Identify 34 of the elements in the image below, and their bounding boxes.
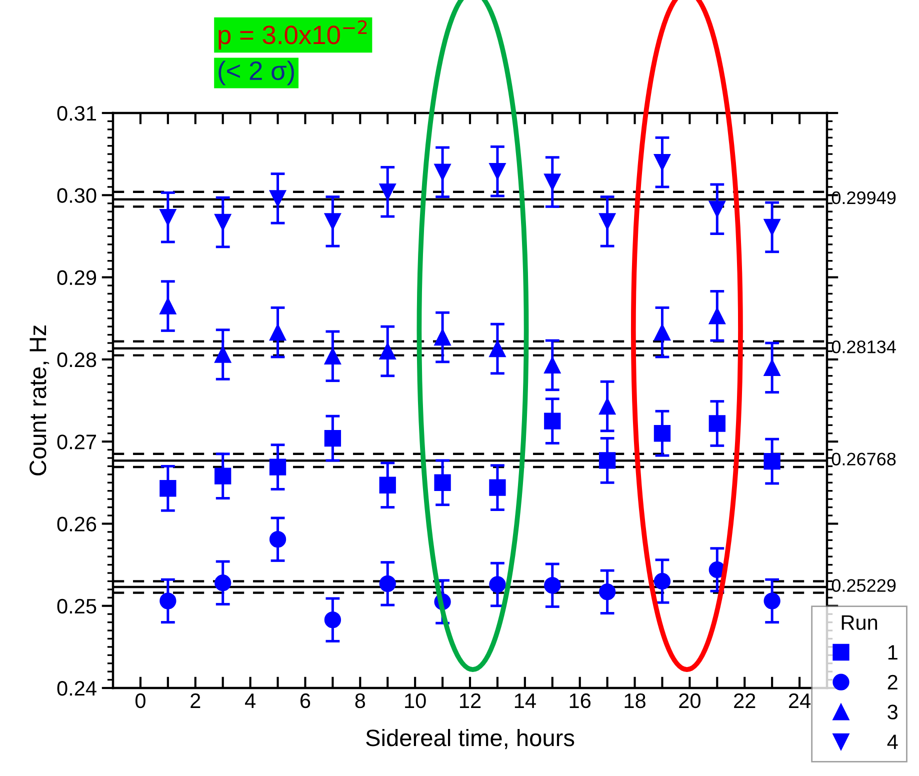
y-axis-title: Count rate, Hz [30, 326, 50, 476]
y-tick-label: 0.29 [57, 270, 96, 286]
y-tick-label: 0.24 [57, 681, 96, 696]
x-tick-label: 12 [460, 693, 481, 708]
x-tick-label: 4 [244, 694, 256, 708]
legend-label: 2 [888, 674, 898, 690]
x-tick-label: 2 [190, 693, 200, 708]
y-tick-label: 0.30 [57, 188, 96, 203]
legend-label: 4 [887, 734, 898, 750]
x-axis-title: Sidereal time, hours [366, 728, 574, 750]
x-tick-label: 8 [355, 693, 366, 708]
x-tick-label: 16 [570, 693, 591, 708]
x-tick-label: 24 [789, 693, 811, 708]
ref-line-label: 0.25229 [832, 579, 896, 592]
ref-line-label: 0.28134 [832, 340, 896, 354]
y-tick-label: 0.25 [57, 598, 96, 614]
legend-label: 3 [888, 704, 898, 720]
ref-line-label: 0.26768 [832, 452, 896, 466]
y-tick-label: 0.31 [57, 106, 96, 121]
x-tick-label: 10 [405, 693, 426, 708]
text: (< 2 σ) [218, 60, 294, 86]
y-tick-label: 0.26 [57, 516, 96, 532]
x-tick-label: 0 [135, 693, 146, 708]
x-tick-label: 18 [624, 693, 646, 708]
x-tick-label: 6 [300, 693, 310, 708]
text: p = 3.0x10$^{−2}$ [218, 20, 367, 50]
legend-label: 1 [888, 645, 898, 660]
legend-title: Run [842, 615, 878, 630]
y-tick-label: 0.28 [57, 352, 96, 368]
x-tick-label: 20 [679, 693, 700, 708]
x-tick-label: 22 [734, 693, 756, 708]
ref-line-label: 0.29949 [832, 191, 896, 204]
x-tick-label: 14 [514, 694, 536, 708]
y-tick-label: 0.27 [57, 434, 96, 450]
